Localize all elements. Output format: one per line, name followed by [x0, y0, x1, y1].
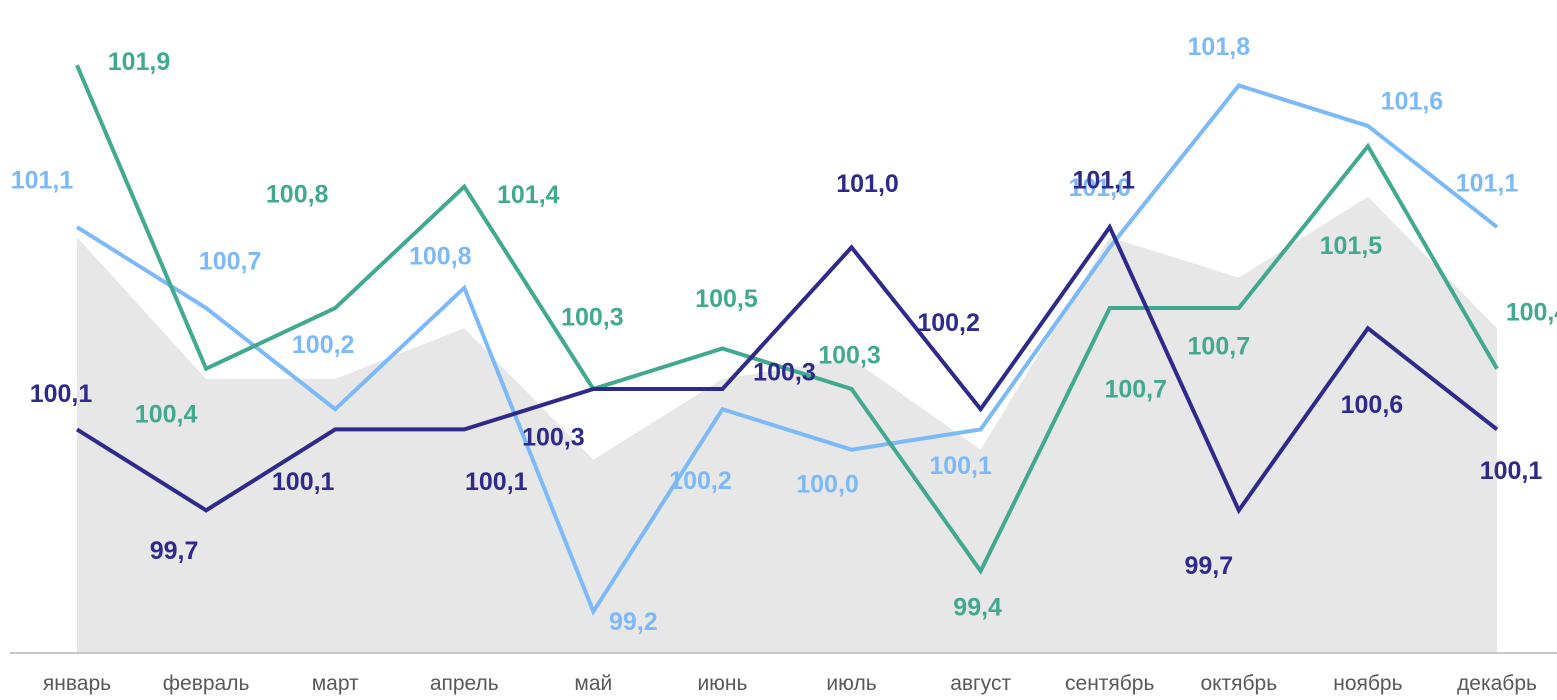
series-1-data-label: 101,1	[11, 167, 74, 195]
series-3-data-label: 100,1	[30, 380, 93, 408]
x-tick-label: февраль	[163, 672, 250, 695]
x-tick-label: июль	[826, 672, 876, 695]
series-1-data-label: 101,8	[1188, 33, 1251, 61]
series-3-data-label: 100,3	[522, 424, 585, 452]
x-tick-label: март	[312, 672, 359, 695]
x-tick-label: май	[574, 672, 612, 695]
series-1-data-label: 100,2	[292, 331, 355, 359]
series-1-data-label: 100,1	[929, 452, 992, 480]
series-2-data-label: 100,7	[1188, 333, 1251, 361]
series-2-data-label: 100,4	[1506, 298, 1557, 326]
series-1-data-label: 100,7	[199, 248, 262, 276]
series-3-data-label: 100,1	[465, 468, 528, 496]
series-3-data-label: 100,1	[1480, 457, 1543, 485]
series-1-data-label: 100,0	[796, 470, 859, 498]
series-2-data-label: 100,4	[135, 400, 198, 428]
x-tick-label: сентябрь	[1065, 672, 1154, 695]
series-1-data-label: 101,1	[1456, 170, 1519, 198]
series-2-data-label: 100,7	[1104, 376, 1167, 404]
series-2-data-label: 100,3	[818, 342, 881, 370]
series-3-data-label: 101,1	[1072, 167, 1135, 195]
x-tick-label: ноябрь	[1333, 672, 1402, 695]
series-1-data-label: 100,8	[409, 242, 472, 270]
series-3-data-label: 99,7	[1184, 552, 1233, 580]
series-3-data-label: 100,6	[1341, 391, 1404, 419]
series-1-data-label: 101,6	[1381, 88, 1444, 116]
x-tick-labels-layer: январь февраль март апрель май июнь июль август…	[43, 672, 1537, 695]
series-3-data-label: 100,3	[753, 359, 816, 387]
series-3-line	[75, 223, 1499, 515]
series-2-data-label: 101,9	[108, 48, 171, 76]
x-tick-label: декабрь	[1457, 672, 1537, 695]
series-2-data-label: 100,8	[266, 181, 329, 209]
series-2-data-label: 101,4	[497, 181, 560, 209]
data-labels-layer: 101,1 100,7 100,2 100,8 99,2 100,2 100,0 100,1 1…	[11, 33, 1557, 636]
x-tick-label: август	[950, 672, 1011, 695]
series-3-data-label: 100,2	[917, 309, 980, 337]
series-2-data-label: 99,4	[953, 594, 1002, 622]
series-2-line	[75, 64, 1499, 575]
series-3-data-label: 100,1	[272, 468, 335, 496]
series-3-data-label: 99,7	[150, 537, 199, 565]
series-1-data-label: 100,2	[669, 467, 732, 495]
series-2-data-label: 101,5	[1320, 232, 1383, 260]
series-1-line	[75, 83, 1499, 616]
x-tick-label: июнь	[697, 672, 747, 695]
series-3-data-label: 101,0	[836, 170, 899, 198]
x-tick-label: октябрь	[1200, 672, 1277, 695]
series-1-data-label: 101,0	[1068, 174, 1131, 202]
series-lines-layer	[75, 64, 1499, 616]
background-area	[77, 196, 1497, 652]
x-tick-label: январь	[43, 672, 111, 695]
series-1-data-label: 99,2	[609, 608, 658, 636]
background-area-layer	[77, 196, 1497, 652]
series-2-data-label: 100,5	[695, 285, 758, 313]
series-2-data-label: 100,3	[561, 304, 624, 332]
x-tick-label: апрель	[430, 672, 499, 695]
